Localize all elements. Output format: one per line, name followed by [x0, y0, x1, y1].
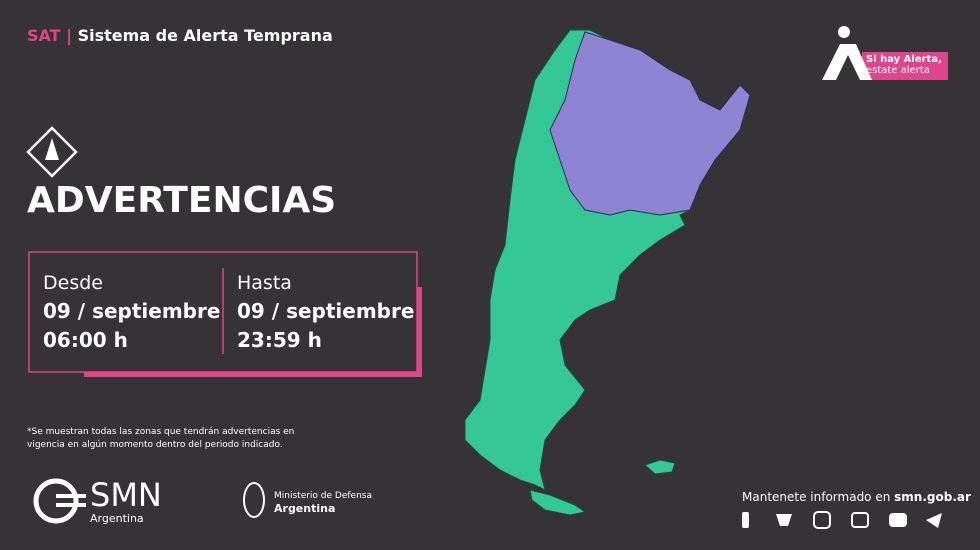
shield — [243, 482, 265, 518]
badge-dot — [838, 26, 850, 38]
header-acronym: SAT — [27, 26, 61, 45]
facebook[interactable] — [742, 512, 749, 528]
youtube[interactable] — [889, 513, 907, 527]
from-date: 09 / septiembre — [43, 299, 221, 323]
contact-site[interactable]: smn.gob.ar — [894, 490, 971, 504]
smn-logo-waves — [56, 503, 86, 507]
tv[interactable] — [851, 512, 869, 528]
ministry: Ministerio de Defensa — [274, 491, 372, 501]
to-time: 23:59 h — [237, 328, 322, 352]
badge-line2: estate alerta — [866, 65, 930, 76]
footnote: *Se muestran todas las zonas que tendrán… — [27, 427, 295, 437]
twitter[interactable] — [776, 514, 792, 526]
tierra-del-fuego — [529, 489, 587, 516]
from-label: Desde — [43, 272, 103, 294]
ministry-sub: Argentina — [274, 502, 336, 515]
smn-logo-sub: Argentina — [90, 512, 144, 525]
badge-line1: Si hay Alerta, — [866, 54, 942, 65]
cone — [45, 138, 59, 160]
contact-text: Mantenete informado en — [742, 490, 895, 504]
malvinas — [644, 459, 676, 475]
map-purple — [549, 31, 751, 216]
warning-icon — [26, 126, 78, 178]
header-title: Sistema de Alerta Temprana — [77, 26, 333, 45]
social-icons — [742, 511, 942, 529]
title: ADVERTENCIAS — [27, 180, 337, 221]
telegram[interactable] — [926, 513, 942, 528]
to-label: Hasta — [237, 272, 292, 294]
smn-logo: SMN — [90, 476, 162, 514]
smn-logo-mark — [33, 478, 79, 524]
instagram[interactable] — [813, 511, 831, 529]
footnote: vigencia en algún momento dentro del per… — [27, 440, 283, 450]
header-separator: | — [66, 26, 72, 45]
to-date: 09 / septiembre — [237, 299, 415, 323]
smn-logo-waves — [56, 494, 86, 498]
from-time: 06:00 h — [43, 328, 128, 352]
header: SAT | Sistema de Alerta Temprana — [27, 26, 333, 45]
contact: Mantenete informado en smn.gob.ar — [742, 490, 971, 504]
badge-bg — [862, 52, 948, 80]
badge-icon — [822, 44, 872, 80]
